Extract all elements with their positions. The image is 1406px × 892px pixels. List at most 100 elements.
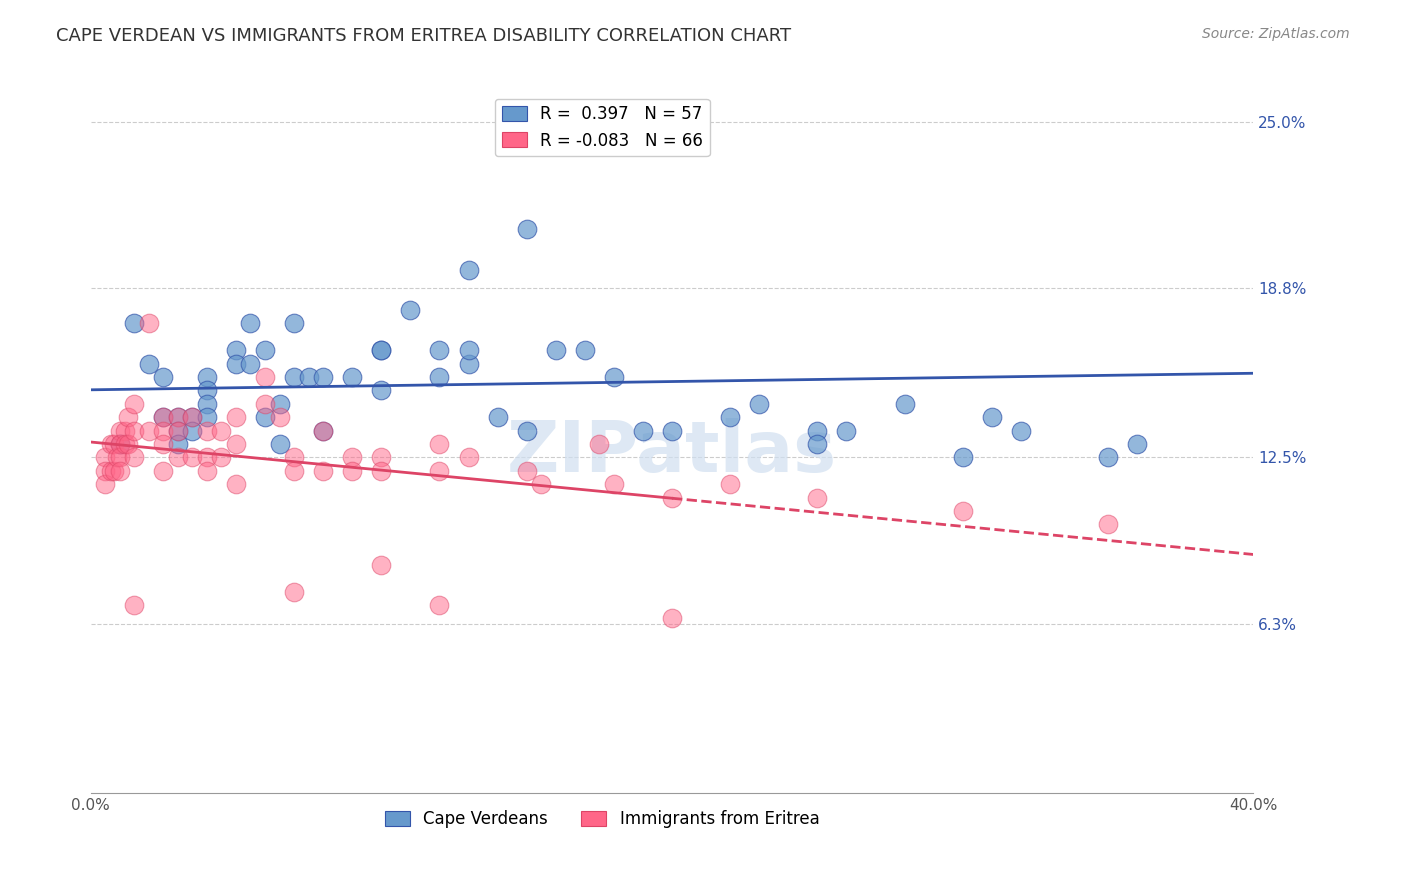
Immigrants from Eritrea	[718, 477, 741, 491]
Cape Verdeans	[661, 424, 683, 438]
Immigrants from Eritrea	[108, 437, 131, 451]
Immigrants from Eritrea	[195, 424, 218, 438]
Cape Verdeans	[269, 397, 291, 411]
Immigrants from Eritrea	[603, 477, 626, 491]
Immigrants from Eritrea	[195, 450, 218, 465]
Cape Verdeans	[152, 370, 174, 384]
Immigrants from Eritrea	[254, 397, 277, 411]
Cape Verdeans	[1010, 424, 1032, 438]
Immigrants from Eritrea	[103, 437, 125, 451]
Immigrants from Eritrea	[122, 424, 145, 438]
Immigrants from Eritrea	[225, 437, 247, 451]
Cape Verdeans	[254, 343, 277, 358]
Immigrants from Eritrea	[100, 464, 122, 478]
Immigrants from Eritrea	[342, 450, 364, 465]
Cape Verdeans	[718, 410, 741, 425]
Cape Verdeans	[399, 302, 422, 317]
Cape Verdeans	[239, 316, 262, 330]
Cape Verdeans	[181, 424, 204, 438]
Immigrants from Eritrea	[100, 437, 122, 451]
Text: ZIPatlas: ZIPatlas	[508, 417, 837, 487]
Cape Verdeans	[138, 357, 160, 371]
Immigrants from Eritrea	[105, 450, 128, 465]
Immigrants from Eritrea	[225, 410, 247, 425]
Cape Verdeans	[980, 410, 1002, 425]
Cape Verdeans	[952, 450, 974, 465]
Immigrants from Eritrea	[254, 370, 277, 384]
Cape Verdeans	[181, 410, 204, 425]
Immigrants from Eritrea	[370, 558, 392, 572]
Immigrants from Eritrea	[283, 450, 305, 465]
Immigrants from Eritrea	[117, 437, 139, 451]
Immigrants from Eritrea	[209, 424, 232, 438]
Immigrants from Eritrea	[283, 464, 305, 478]
Immigrants from Eritrea	[114, 424, 136, 438]
Cape Verdeans	[283, 316, 305, 330]
Immigrants from Eritrea	[152, 437, 174, 451]
Immigrants from Eritrea	[429, 464, 451, 478]
Immigrants from Eritrea	[225, 477, 247, 491]
Immigrants from Eritrea	[108, 424, 131, 438]
Immigrants from Eritrea	[952, 504, 974, 518]
Immigrants from Eritrea	[312, 464, 335, 478]
Immigrants from Eritrea	[181, 410, 204, 425]
Cape Verdeans	[195, 410, 218, 425]
Cape Verdeans	[893, 397, 915, 411]
Cape Verdeans	[457, 343, 479, 358]
Immigrants from Eritrea	[166, 450, 188, 465]
Immigrants from Eritrea	[661, 491, 683, 505]
Immigrants from Eritrea	[103, 464, 125, 478]
Cape Verdeans	[108, 437, 131, 451]
Cape Verdeans	[166, 437, 188, 451]
Cape Verdeans	[429, 370, 451, 384]
Immigrants from Eritrea	[122, 450, 145, 465]
Immigrants from Eritrea	[138, 424, 160, 438]
Immigrants from Eritrea	[122, 397, 145, 411]
Cape Verdeans	[122, 316, 145, 330]
Immigrants from Eritrea	[429, 598, 451, 612]
Cape Verdeans	[195, 370, 218, 384]
Immigrants from Eritrea	[138, 316, 160, 330]
Cape Verdeans	[195, 397, 218, 411]
Immigrants from Eritrea	[370, 464, 392, 478]
Text: CAPE VERDEAN VS IMMIGRANTS FROM ERITREA DISABILITY CORRELATION CHART: CAPE VERDEAN VS IMMIGRANTS FROM ERITREA …	[56, 27, 792, 45]
Immigrants from Eritrea	[457, 450, 479, 465]
Cape Verdeans	[152, 410, 174, 425]
Cape Verdeans	[429, 343, 451, 358]
Cape Verdeans	[370, 343, 392, 358]
Cape Verdeans	[631, 424, 654, 438]
Immigrants from Eritrea	[94, 450, 117, 465]
Cape Verdeans	[269, 437, 291, 451]
Cape Verdeans	[370, 384, 392, 398]
Immigrants from Eritrea	[429, 437, 451, 451]
Cape Verdeans	[603, 370, 626, 384]
Immigrants from Eritrea	[312, 424, 335, 438]
Immigrants from Eritrea	[1097, 517, 1119, 532]
Immigrants from Eritrea	[122, 598, 145, 612]
Legend: Cape Verdeans, Immigrants from Eritrea: Cape Verdeans, Immigrants from Eritrea	[378, 804, 827, 835]
Immigrants from Eritrea	[108, 464, 131, 478]
Cape Verdeans	[544, 343, 567, 358]
Cape Verdeans	[806, 437, 828, 451]
Immigrants from Eritrea	[588, 437, 610, 451]
Immigrants from Eritrea	[181, 450, 204, 465]
Cape Verdeans	[1126, 437, 1149, 451]
Immigrants from Eritrea	[117, 410, 139, 425]
Cape Verdeans	[835, 424, 858, 438]
Immigrants from Eritrea	[152, 424, 174, 438]
Immigrants from Eritrea	[195, 464, 218, 478]
Cape Verdeans	[312, 370, 335, 384]
Cape Verdeans	[457, 262, 479, 277]
Cape Verdeans	[298, 370, 321, 384]
Cape Verdeans	[225, 343, 247, 358]
Immigrants from Eritrea	[108, 450, 131, 465]
Cape Verdeans	[254, 410, 277, 425]
Immigrants from Eritrea	[209, 450, 232, 465]
Immigrants from Eritrea	[516, 464, 538, 478]
Cape Verdeans	[516, 222, 538, 236]
Cape Verdeans	[239, 357, 262, 371]
Cape Verdeans	[1097, 450, 1119, 465]
Immigrants from Eritrea	[94, 464, 117, 478]
Immigrants from Eritrea	[283, 584, 305, 599]
Cape Verdeans	[312, 424, 335, 438]
